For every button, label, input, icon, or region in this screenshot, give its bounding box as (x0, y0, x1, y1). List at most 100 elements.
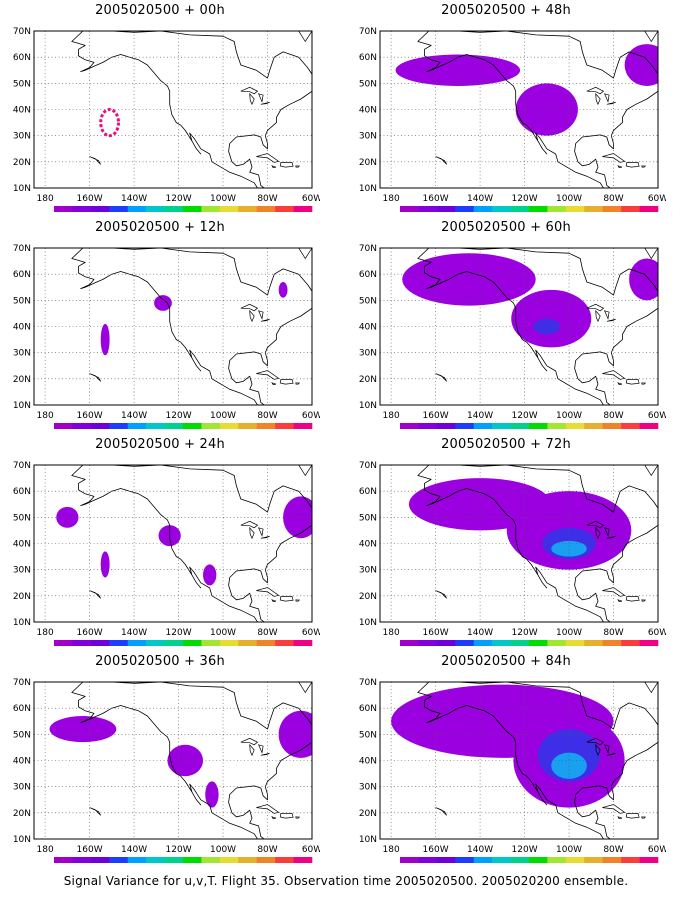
colorbar-swatch (127, 857, 147, 863)
plot-area (34, 465, 312, 622)
panel-title: 2005020500 + 12h (95, 220, 225, 235)
lake-outline (603, 310, 610, 320)
map-panel: 2005020500 + 36h 10N 20N 30N 40N 50N 60N 70N 180… (0, 653, 320, 863)
lat-label: 70N (359, 678, 377, 688)
lat-label: 40N (13, 323, 31, 333)
lake-outline (260, 101, 270, 105)
lat-label: 40N (359, 323, 377, 333)
lat-label: 20N (13, 375, 31, 385)
variance-contour (99, 108, 121, 138)
colorbar-swatch (256, 857, 276, 863)
colorbar-swatch (201, 206, 221, 212)
island-outline (89, 807, 102, 816)
colorbar-swatch (473, 423, 493, 429)
map-panel: 2005020500 + 00h 10N 20N 30N 40N 50N 60N 70N 180… (0, 2, 320, 212)
map-panel: 2005020500 + 24h 10N 20N 30N 40N 50N 60N 70N 180… (0, 436, 320, 646)
lat-label: 50N (13, 296, 31, 306)
lat-label: 40N (359, 757, 377, 767)
variance-region (629, 258, 658, 301)
colorbar-swatch (455, 640, 475, 646)
lon-label: 80W (603, 628, 623, 638)
colorbar-swatch (584, 206, 604, 212)
colorbar-swatch (547, 857, 567, 863)
plot-frame (379, 247, 659, 406)
variance-region (551, 752, 587, 779)
lat-label: 70N (13, 27, 31, 37)
colorbar-swatch (54, 640, 73, 646)
lon-label: 60W (302, 628, 320, 638)
lon-label: 100W (556, 845, 582, 855)
variance-region (154, 295, 172, 311)
island-outline (279, 162, 294, 168)
colorbar-swatch (183, 640, 202, 646)
lon-label: 140W (467, 845, 493, 855)
colorbar-swatch (275, 206, 294, 212)
lat-label: 10N (359, 184, 377, 194)
colorbar-swatch (72, 423, 92, 429)
plot-frame (379, 681, 659, 840)
colorbar-swatch (639, 640, 659, 646)
lake-outline (260, 535, 270, 539)
colorbar-swatch (146, 857, 165, 863)
colorbar-swatch (109, 206, 129, 212)
lon-label: 140W (121, 628, 147, 638)
variance-region (278, 710, 312, 758)
lon-label: 180 (37, 194, 54, 204)
variance-region (205, 781, 219, 808)
colorbar-swatch (473, 640, 493, 646)
lake-outline (606, 101, 616, 105)
island-outline (89, 373, 102, 382)
colorbar-swatch (238, 206, 258, 212)
lat-label: 20N (13, 592, 31, 602)
lat-label: 20N (359, 809, 377, 819)
lake-outline (249, 92, 255, 106)
colorbar-swatch (418, 423, 438, 429)
lake-outline (595, 526, 601, 540)
island-outline (625, 596, 640, 602)
variance-region (515, 83, 578, 136)
lat-label: 20N (359, 375, 377, 385)
island-outline (435, 590, 448, 599)
colorbar-swatch (90, 423, 110, 429)
colorbar-swatch (275, 857, 294, 863)
lake-outline (595, 743, 601, 757)
colorbar-swatch (602, 857, 622, 863)
lat-label: 50N (13, 730, 31, 740)
lon-label: 80W (603, 411, 623, 421)
lon-label: 160W (423, 411, 449, 421)
colorbar-swatch (473, 857, 493, 863)
variance-region (100, 323, 110, 356)
lon-label: 160W (423, 194, 449, 204)
lon-label: 120W (512, 845, 538, 855)
map-svg: 10N 20N 30N 40N 50N 60N 70N 180 160W 140W 120W 100W… (13, 461, 320, 646)
map-svg: 10N 20N 30N 40N 50N 60N 70N 180 160W 140W 120W 100W… (13, 678, 320, 863)
island-outline (617, 599, 623, 602)
island-outline (295, 816, 301, 819)
lake-outline (260, 752, 270, 756)
lon-label: 60W (302, 194, 320, 204)
lat-label: 70N (13, 244, 31, 254)
lat-label: 30N (13, 349, 31, 359)
colorbar-swatch (275, 640, 294, 646)
coastline (417, 682, 658, 839)
colorbar-swatch (436, 206, 456, 212)
lon-label: 140W (467, 411, 493, 421)
panel-title: 2005020500 + 84h (441, 654, 571, 669)
island-outline (617, 816, 623, 819)
lat-label: 10N (359, 618, 377, 628)
colorbar-swatch (90, 206, 110, 212)
map-panel: 2005020500 + 48h 10N 20N 30N 40N 50N 60N 70N 180… (346, 2, 666, 212)
island-outline (271, 599, 277, 602)
colorbar-swatch (183, 206, 202, 212)
colorbar-swatch (492, 640, 511, 646)
lake-outline (603, 93, 610, 103)
variance-region (283, 496, 312, 539)
lat-label: 50N (13, 513, 31, 523)
colorbar-swatch (510, 206, 530, 212)
lat-label: 10N (13, 618, 31, 628)
lat-label: 30N (359, 566, 377, 576)
colorbar-swatch (621, 640, 640, 646)
panel-title: 2005020500 + 48h (441, 3, 571, 18)
island-outline (295, 382, 301, 385)
lon-label: 180 (37, 845, 54, 855)
